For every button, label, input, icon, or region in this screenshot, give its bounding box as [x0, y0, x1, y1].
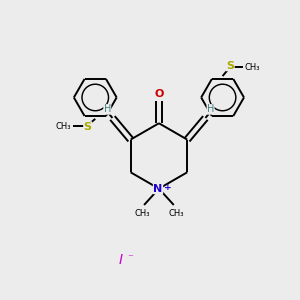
Text: CH₃: CH₃ [168, 209, 184, 218]
Text: CH₃: CH₃ [245, 63, 260, 72]
Text: O: O [154, 88, 164, 99]
Text: S: S [84, 122, 92, 132]
Text: +: + [164, 183, 172, 192]
Text: CH₃: CH₃ [56, 122, 71, 131]
Text: I: I [118, 253, 122, 267]
Text: CH₃: CH₃ [135, 209, 150, 218]
Text: S: S [226, 61, 234, 71]
Text: H: H [103, 104, 111, 114]
Text: ⁻: ⁻ [128, 253, 134, 263]
Text: N: N [153, 184, 163, 194]
Text: H: H [207, 104, 214, 114]
